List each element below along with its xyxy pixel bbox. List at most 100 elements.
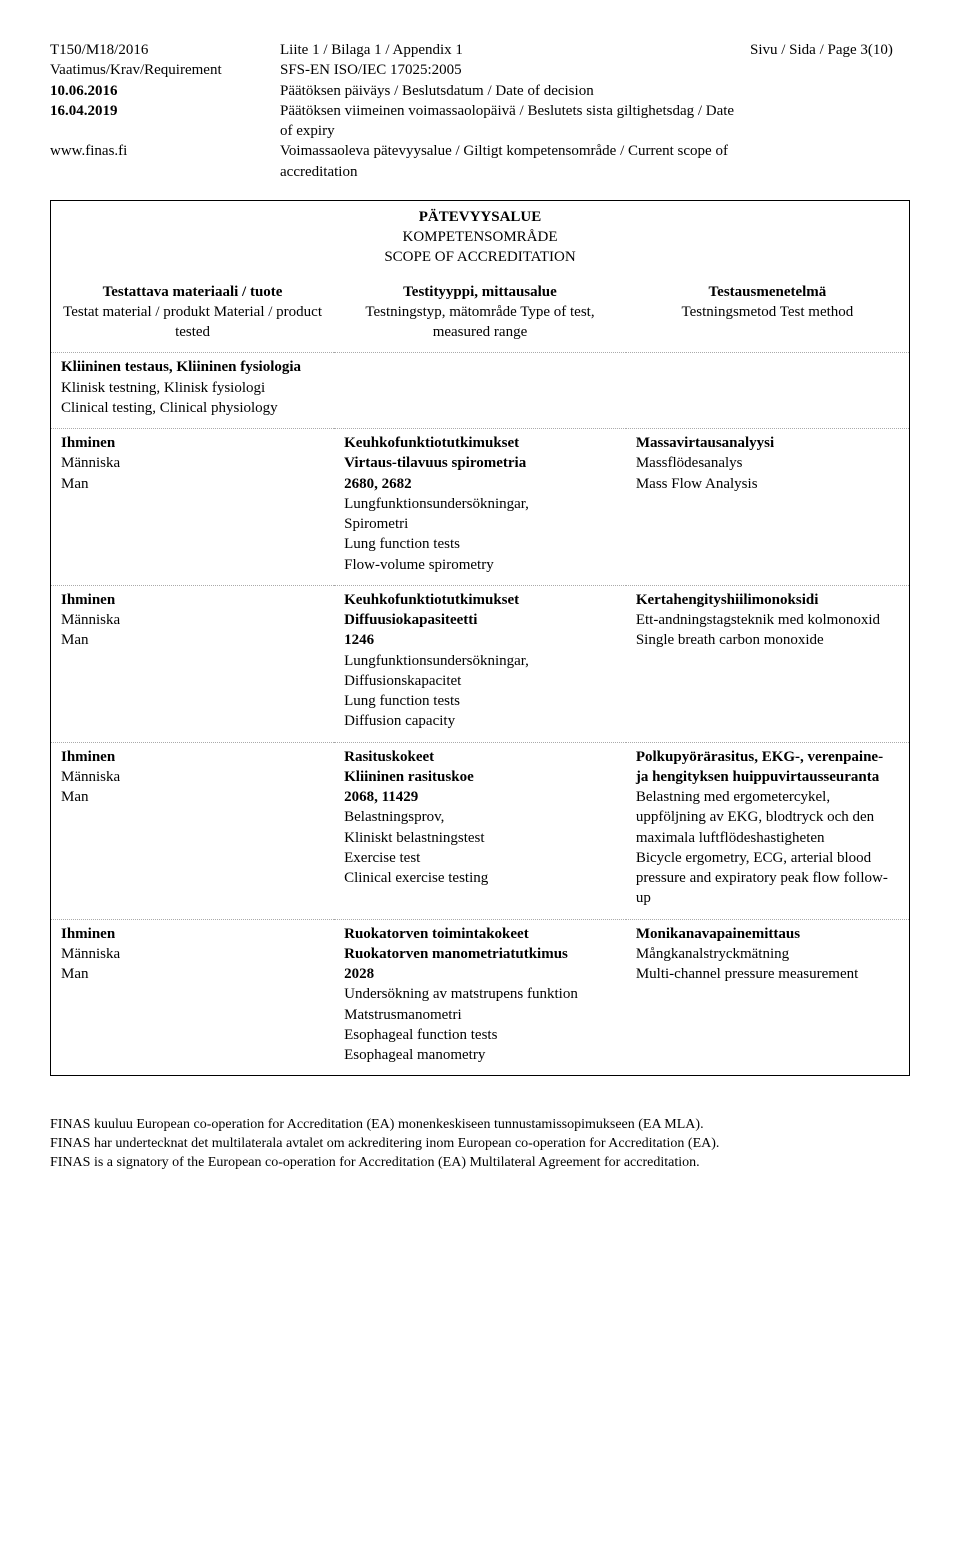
test-b1: Keuhkofunktiotutkimukset — [344, 590, 616, 610]
scope-table: Testattava materiaali / tuote Testat mat… — [51, 278, 909, 1076]
col1-fi: Testattava materiaali / tuote — [61, 282, 324, 302]
scope-title-sv: KOMPETENSOMRÅDE — [59, 227, 901, 247]
method-cell: Monikanavapainemittaus Mångkanalstryckmä… — [626, 919, 909, 1075]
test-type-cell: Keuhkofunktiotutkimukset Diffuusiokapasi… — [334, 585, 626, 742]
subject-cell: Ihminen Människa Man — [51, 919, 334, 1075]
test-n4: Esophageal manometry — [344, 1045, 616, 1065]
subject-sv: Människa — [61, 610, 324, 630]
scope-title: PÄTEVYYSALUE KOMPETENSOMRÅDE SCOPE OF AC… — [51, 201, 909, 278]
test-n4: Clinical exercise testing — [344, 868, 616, 888]
test-b3: 2068, 11429 — [344, 787, 616, 807]
section-heading-row: Kliininen testaus, Kliininen fysiologia … — [51, 353, 909, 429]
col1-sv: Testat material / produkt — [63, 304, 210, 320]
test-b3: 2680, 2682 — [344, 474, 616, 494]
col2-fi: Testityyppi, mittausalue — [344, 282, 616, 302]
requirement-label: Vaatimus/Krav/Requirement — [50, 60, 270, 80]
expiry-date: 16.04.2019 — [50, 101, 270, 121]
col3-sv: Testningsmetod — [682, 304, 777, 320]
subject-cell: Ihminen Människa Man — [51, 429, 334, 586]
subject-fi: Ihminen — [61, 924, 324, 944]
test-n3: Exercise test — [344, 848, 616, 868]
test-n1: Undersökning av matstrupens funktion — [344, 984, 616, 1004]
subject-en: Man — [61, 787, 324, 807]
subject-en: Man — [61, 474, 324, 494]
test-n1: Lungfunktionsundersökningar, — [344, 494, 616, 514]
site-url: www.finas.fi — [50, 141, 270, 161]
page-number: Sivu / Sida / Page 3(10) — [750, 40, 910, 60]
test-n2: Matstrusmanometri — [344, 1005, 616, 1025]
test-b2: Ruokatorven manometriatutkimus — [344, 944, 616, 964]
test-b2: Virtaus-tilavuus spirometria — [344, 453, 616, 473]
col3-fi: Testausmenetelmä — [636, 282, 899, 302]
header-left-col: T150/M18/2016 Vaatimus/Krav/Requirement … — [50, 40, 270, 182]
test-b1: Ruokatorven toimintakokeet — [344, 924, 616, 944]
test-b1: Rasituskokeet — [344, 747, 616, 767]
table-row: Ihminen Människa Man Keuhkofunktiotutkim… — [51, 429, 909, 586]
method-b1: Polkupyörärasitus, EKG-, verenpaine- ja … — [636, 747, 899, 788]
col-header-2: Testityyppi, mittausalue Testningstyp, m… — [334, 278, 626, 353]
test-b3: 1246 — [344, 630, 616, 650]
method-n1: Ett-andningstagsteknik med kolmonoxid — [636, 610, 899, 630]
table-row: Ihminen Människa Man Ruokatorven toimint… — [51, 919, 909, 1075]
test-type-cell: Keuhkofunktiotutkimukset Virtaus-tilavuu… — [334, 429, 626, 586]
footer-line-fi: FINAS kuuluu European co-operation for A… — [50, 1116, 910, 1135]
section-sv: Klinisk testning, Klinisk fysiologi — [61, 378, 899, 398]
test-type-cell: Rasituskokeet Kliininen rasituskoe 2068,… — [334, 742, 626, 919]
subject-cell: Ihminen Människa Man — [51, 742, 334, 919]
page-footer: FINAS kuuluu European co-operation for A… — [50, 1116, 910, 1173]
footer-line-sv: FINAS har undertecknat det multilaterala… — [50, 1135, 910, 1154]
col2-sv: Testningstyp, mätområde — [365, 304, 516, 320]
method-n1: Belastning med ergometercykel, uppföljni… — [636, 787, 899, 848]
standard-label: SFS-EN ISO/IEC 17025:2005 — [280, 60, 740, 80]
method-n2: Single breath carbon monoxide — [636, 630, 899, 650]
method-b1: Kertahengityshiilimonoksidi — [636, 590, 899, 610]
method-n2: Bicycle ergometry, ECG, arterial blood p… — [636, 848, 899, 909]
scope-label: Voimassaoleva pätevyysalue / Giltigt kom… — [280, 141, 740, 182]
test-b2: Diffuusiokapasiteetti — [344, 610, 616, 630]
subject-fi: Ihminen — [61, 433, 324, 453]
page-header: T150/M18/2016 Vaatimus/Krav/Requirement … — [50, 40, 910, 182]
method-n2: Mass Flow Analysis — [636, 474, 899, 494]
test-b3: 2028 — [344, 964, 616, 984]
col-header-1: Testattava materiaali / tuote Testat mat… — [51, 278, 334, 353]
section-heading-cell: Kliininen testaus, Kliininen fysiologia … — [51, 353, 909, 429]
method-cell: Massavirtausanalyysi Massflödesanalys Ma… — [626, 429, 909, 586]
expiry-date-label: Päätöksen viimeinen voimassaolopäivä / B… — [280, 101, 740, 142]
decision-date-label: Päätöksen päiväys / Beslutsdatum / Date … — [280, 81, 740, 101]
method-b1: Monikanavapainemittaus — [636, 924, 899, 944]
test-n1: Lungfunktionsundersökningar, — [344, 651, 616, 671]
section-fi: Kliininen testaus, Kliininen fysiologia — [61, 357, 899, 377]
subject-en: Man — [61, 964, 324, 984]
subject-fi: Ihminen — [61, 590, 324, 610]
test-n3: Lung function tests — [344, 534, 616, 554]
method-cell: Kertahengityshiilimonoksidi Ett-andnings… — [626, 585, 909, 742]
test-n4: Diffusion capacity — [344, 711, 616, 731]
method-n1: Mångkanalstryckmätning — [636, 944, 899, 964]
test-n1: Belastningsprov, — [344, 807, 616, 827]
test-b2: Kliininen rasituskoe — [344, 767, 616, 787]
subject-sv: Människa — [61, 944, 324, 964]
table-row: Ihminen Människa Man Rasituskokeet Kliin… — [51, 742, 909, 919]
col-header-3: Testausmenetelmä Testningsmetod Test met… — [626, 278, 909, 353]
subject-en: Man — [61, 630, 324, 650]
column-header-row: Testattava materiaali / tuote Testat mat… — [51, 278, 909, 353]
method-n1: Massflödesanalys — [636, 453, 899, 473]
appendix-label: Liite 1 / Bilaga 1 / Appendix 1 — [280, 40, 740, 60]
subject-sv: Människa — [61, 767, 324, 787]
scope-table-container: PÄTEVYYSALUE KOMPETENSOMRÅDE SCOPE OF AC… — [50, 200, 910, 1077]
header-mid-col: Liite 1 / Bilaga 1 / Appendix 1 SFS-EN I… — [280, 40, 740, 182]
table-row: Ihminen Människa Man Keuhkofunktiotutkim… — [51, 585, 909, 742]
header-right-col: Sivu / Sida / Page 3(10) — [750, 40, 910, 182]
method-n2: Multi-channel pressure measurement — [636, 964, 899, 984]
section-en: Clinical testing, Clinical physiology — [61, 398, 899, 418]
test-n3: Lung function tests — [344, 691, 616, 711]
test-n2: Kliniskt belastningstest — [344, 828, 616, 848]
subject-fi: Ihminen — [61, 747, 324, 767]
subject-cell: Ihminen Människa Man — [51, 585, 334, 742]
test-type-cell: Ruokatorven toimintakokeet Ruokatorven m… — [334, 919, 626, 1075]
test-n4: Flow-volume spirometry — [344, 555, 616, 575]
doc-id: T150/M18/2016 — [50, 40, 270, 60]
test-n2: Spirometri — [344, 514, 616, 534]
test-b1: Keuhkofunktiotutkimukset — [344, 433, 616, 453]
test-n3: Esophageal function tests — [344, 1025, 616, 1045]
